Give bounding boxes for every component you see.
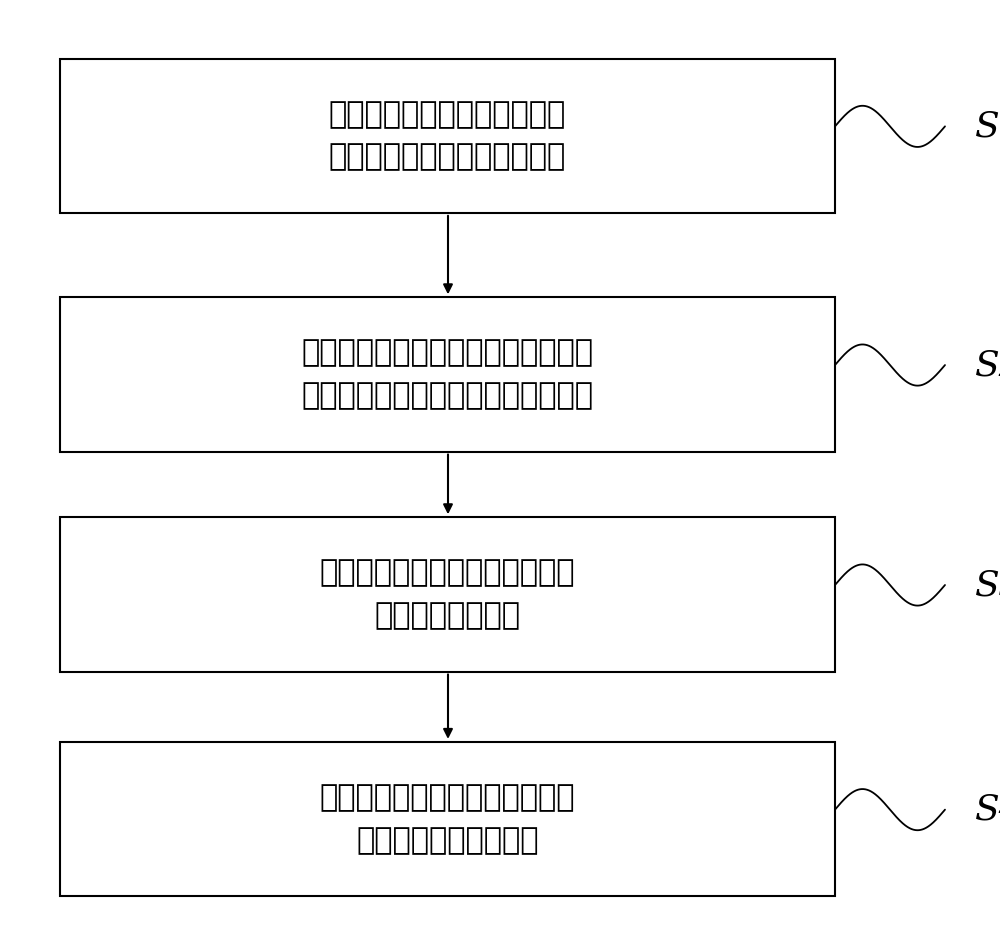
Text: 驱动部驱动传动部进行输线，
捆扎线在所述传动部中被输送: 驱动部驱动传动部进行输线， 捆扎线在所述传动部中被输送: [329, 100, 566, 171]
Text: S1: S1: [975, 110, 1000, 143]
FancyBboxPatch shape: [60, 741, 835, 897]
Text: 所述捆扎线圈通过剪切装置被剪
断，并脱离所述捆扎线: 所述捆扎线圈通过剪切装置被剪 断，并脱离所述捆扎线: [320, 783, 575, 855]
Text: 所述捆扎线被输送到捆扎部中，在所
述捆扎部中所述捆扎线形成捆扎线圈: 所述捆扎线被输送到捆扎部中，在所 述捆扎部中所述捆扎线形成捆扎线圈: [302, 339, 594, 410]
Text: 所述捆扎线圈缠绕在对应的被捆
扎物上，形成捆扎: 所述捆扎线圈缠绕在对应的被捆 扎物上，形成捆扎: [320, 559, 575, 630]
Text: S4: S4: [975, 793, 1000, 826]
FancyBboxPatch shape: [60, 517, 835, 672]
FancyBboxPatch shape: [60, 297, 835, 452]
Text: S3: S3: [975, 568, 1000, 602]
Text: S2: S2: [975, 348, 1000, 382]
FancyBboxPatch shape: [60, 58, 835, 213]
